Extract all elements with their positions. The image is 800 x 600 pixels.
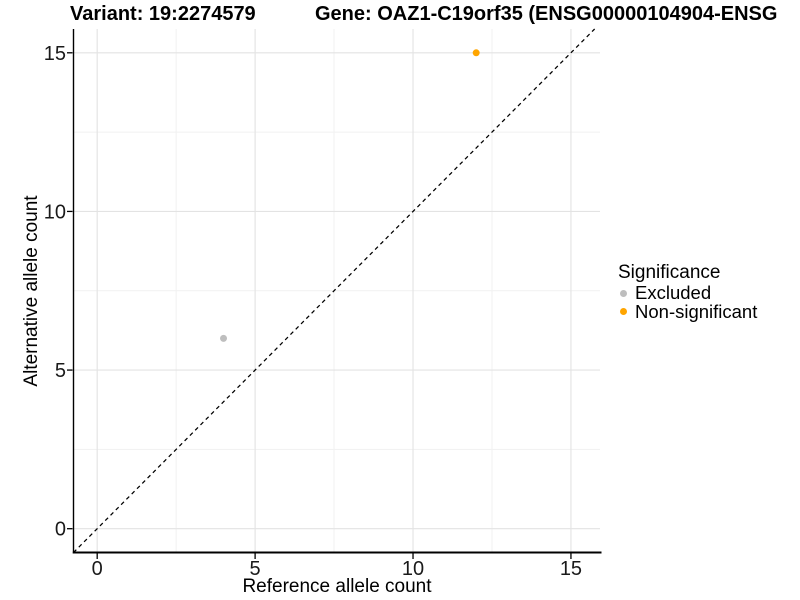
legend-item-non-significant: Non-significant	[618, 300, 758, 322]
excluded-point-icon	[620, 289, 627, 297]
x-axis-title: Reference allele count	[242, 576, 432, 597]
y-tick-label: 15	[44, 43, 66, 65]
legend-item-excluded: Excluded	[618, 282, 757, 303]
y-tick-label: 0	[55, 519, 66, 541]
y-tick-label: 5	[55, 360, 66, 382]
x-tick-label: 5	[250, 558, 261, 580]
data-point-non-significant	[472, 49, 480, 57]
plot-title-gene: Gene: OAZ1-C19orf35 (ENSG00000104904-ENS…	[315, 3, 778, 25]
x-tick-label: 0	[92, 558, 103, 580]
identity-line	[73, 28, 596, 553]
y-axis-title: Alternative allele count	[21, 195, 42, 387]
non-significant-point-icon	[620, 308, 627, 316]
x-tick-label: 10	[402, 558, 424, 580]
legend-item-label: Excluded	[635, 282, 712, 303]
x-tick-label: 15	[560, 558, 582, 580]
legend: Significance Excluded Non-significant	[618, 262, 757, 321]
legend-title: Significance	[618, 262, 721, 283]
plot-title-variant: Variant: 19:2274579	[70, 3, 256, 25]
data-point-excluded	[220, 334, 228, 342]
legend-item-label: Non-significant	[635, 300, 758, 322]
y-tick-label: 10	[44, 201, 66, 223]
